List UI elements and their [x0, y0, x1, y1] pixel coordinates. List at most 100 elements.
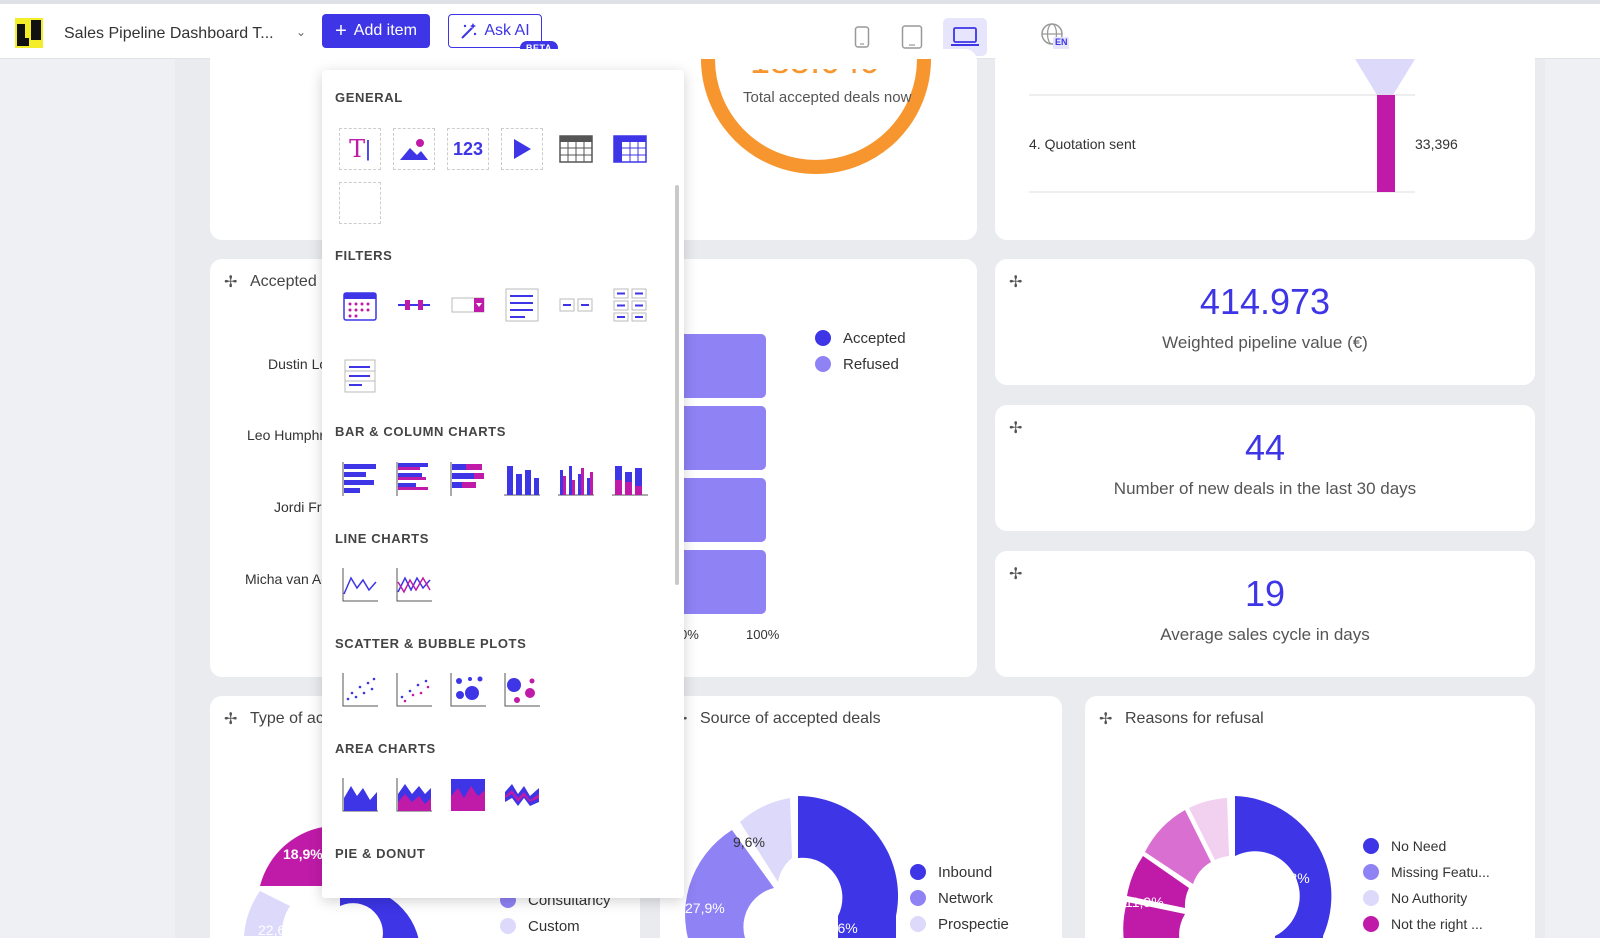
deal-type-donut [244, 826, 419, 938]
button-filter-icon[interactable] [555, 284, 597, 326]
pivot-table-widget-icon[interactable] [609, 128, 651, 170]
laptop-icon [951, 27, 979, 46]
multi-line-chart-icon[interactable] [393, 564, 435, 606]
legend-item-inbound[interactable]: Inbound [910, 864, 992, 881]
total-accepted-value: 185.049 [750, 40, 881, 81]
dropdown-filter-icon[interactable] [447, 284, 489, 326]
legend-label: No Authority [1391, 890, 1468, 906]
funnel-chart [1029, 59, 1415, 193]
rep-bar[interactable] [680, 406, 766, 470]
move-handle-icon[interactable]: ✢ [1009, 274, 1023, 291]
rep-label: Jordi Fr [274, 499, 322, 515]
legend-dot [1363, 890, 1379, 906]
move-handle-icon[interactable]: ✢ [1099, 711, 1113, 728]
date-filter-icon[interactable] [339, 284, 381, 326]
move-handle-icon[interactable]: ✢ [224, 274, 238, 291]
legend-item-refused[interactable]: Refused [815, 356, 899, 373]
slice-label: 27,9% [685, 900, 725, 916]
tablet-view-button[interactable] [890, 18, 934, 56]
tablet-icon [901, 25, 923, 49]
stacked-bar-chart-icon[interactable] [447, 458, 489, 500]
percent-area-chart-icon[interactable] [447, 774, 489, 816]
legend-dot [910, 864, 926, 880]
refusal-reasons-title: Reasons for refusal [1125, 710, 1264, 727]
move-handle-icon[interactable]: ✢ [224, 711, 238, 728]
multi-bubble-chart-icon[interactable] [501, 669, 543, 711]
area-chart-icon[interactable] [339, 774, 381, 816]
spacer-widget-icon[interactable] [339, 182, 381, 224]
sales-cycle-value: 19 [1244, 573, 1286, 614]
legend-item-missing-features[interactable]: Missing Featu... [1363, 864, 1490, 880]
legend-item-accepted[interactable]: Accepted [815, 330, 906, 347]
dashboard-title[interactable]: Sales Pipeline Dashboard T... [64, 25, 274, 42]
bubble-chart-icon[interactable] [447, 669, 489, 711]
plus-icon: + [335, 20, 347, 42]
source-card[interactable]: ✢ Source of accepted deals 9,6% 27,9% 60… [660, 696, 1062, 938]
slice-label: 34,8% [1270, 870, 1310, 886]
slider-filter-icon[interactable] [393, 284, 435, 326]
grouped-bar-chart-icon[interactable] [393, 458, 435, 500]
new-deals-label: Number of new deals in the last 30 days [1113, 479, 1417, 498]
section-pie-donut: PIE & DONUT [335, 846, 426, 861]
legend-dot [910, 890, 926, 906]
ask-ai-label: Ask AI [484, 22, 530, 39]
move-handle-icon[interactable]: ✢ [1009, 566, 1023, 583]
text-widget-icon[interactable]: T | [339, 128, 381, 170]
horizontal-bar-chart-icon[interactable] [339, 458, 381, 500]
section-line-charts: LINE CHARTS [335, 531, 429, 546]
rep-bar[interactable] [680, 334, 766, 398]
grid-filter-icon[interactable] [609, 284, 651, 326]
rep-bar[interactable] [680, 478, 766, 542]
image-widget-icon[interactable] [393, 128, 435, 170]
video-widget-icon[interactable] [501, 128, 543, 170]
rep-bar[interactable] [680, 550, 766, 614]
legend-item-no-need[interactable]: No Need [1363, 838, 1446, 854]
language-globe-icon[interactable] [1040, 22, 1070, 52]
column-chart-icon[interactable] [501, 458, 543, 500]
legend-dot [815, 330, 831, 346]
legend-dot [815, 356, 831, 372]
funnel-stage-label: 4. Quotation sent [1029, 136, 1136, 152]
scatter-plot-icon[interactable] [339, 669, 381, 711]
stacked-column-chart-icon[interactable] [609, 458, 651, 500]
section-area-charts: AREA CHARTS [335, 741, 436, 756]
legend-item-prospectie[interactable]: Prospectie [910, 916, 1009, 933]
legend-label: Custom [528, 918, 580, 935]
rep-label: Dustin Lo [268, 356, 328, 372]
legend-label: Accepted [843, 330, 906, 347]
legend-item-not-the-right[interactable]: Not the right ... [1363, 916, 1483, 932]
table-widget-icon[interactable] [555, 128, 597, 170]
move-handle-icon[interactable]: ✢ [1009, 420, 1023, 437]
dropdown-scrollbar[interactable] [675, 185, 679, 585]
stacked-area-chart-icon[interactable] [393, 774, 435, 816]
legend-item-network[interactable]: Network [910, 890, 993, 907]
add-item-button[interactable]: + Add item [322, 14, 430, 48]
grouped-column-chart-icon[interactable] [555, 458, 597, 500]
accepted-ring-chart [701, 58, 931, 174]
legend-label: Not the right ... [1391, 916, 1483, 932]
slice-label: 9,6% [733, 834, 765, 850]
chevron-down-icon[interactable]: ⌄ [296, 25, 307, 39]
funnel-card[interactable]: 4. Quotation sent 33,396 [995, 49, 1535, 240]
source-donut [685, 796, 899, 938]
sales-cycle-label: Average sales cycle in days [1160, 625, 1370, 644]
total-accepted-label: Total accepted deals now [743, 89, 912, 106]
legend-item-no-authority[interactable]: No Authority [1363, 890, 1467, 906]
weighted-pipeline-card[interactable]: ✢ 414.973 Weighted pipeline value (€) [995, 259, 1535, 385]
multi-scatter-plot-icon[interactable] [393, 669, 435, 711]
x-tick-label: 100% [746, 627, 780, 642]
mobile-view-button[interactable] [840, 18, 884, 56]
streamgraph-icon[interactable] [501, 774, 543, 816]
x-tick-label: 0% [680, 627, 699, 642]
refusal-reasons-card[interactable]: ✢ Reasons for refusal 34,8% 11,9% No Nee… [1085, 696, 1535, 938]
search-filter-icon[interactable] [339, 355, 381, 397]
sales-cycle-card[interactable]: ✢ 19 Average sales cycle in days [995, 551, 1535, 677]
new-deals-card[interactable]: ✢ 44 Number of new deals in the last 30 … [995, 405, 1535, 531]
line-chart-icon[interactable] [339, 564, 381, 606]
list-filter-icon[interactable] [501, 284, 543, 326]
app-logo[interactable] [15, 18, 43, 48]
number-widget-icon[interactable]: 123 [447, 128, 489, 170]
legend-dot [910, 916, 926, 932]
legend-item-custom[interactable]: Custom [500, 918, 580, 935]
section-filters: FILTERS [335, 248, 393, 263]
